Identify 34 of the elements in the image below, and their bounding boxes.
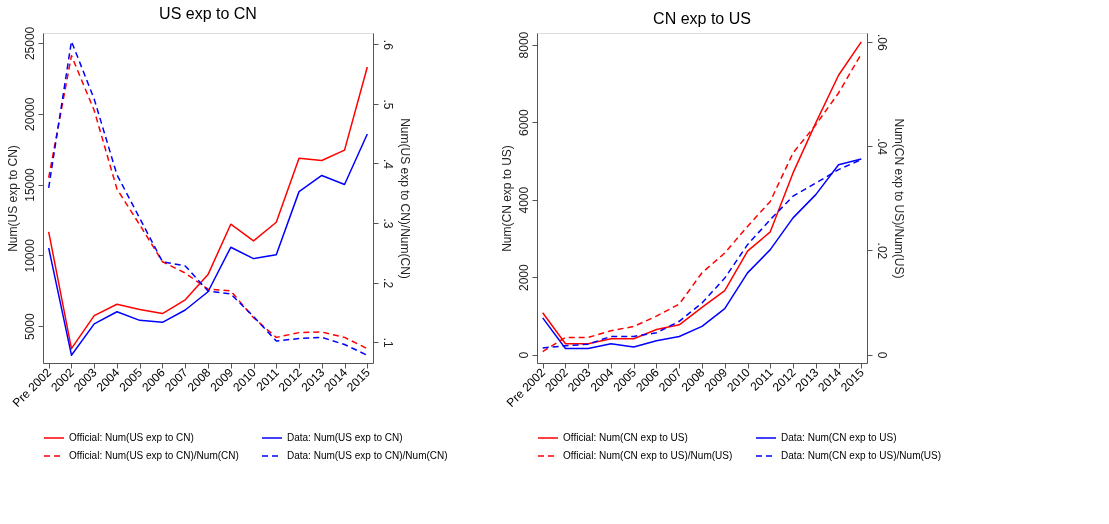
legend-label: Data: Num(CN exp to US) (781, 432, 897, 443)
y2-tick-label: 0 (874, 351, 889, 359)
y-tick-label: 8000 (516, 31, 531, 59)
y2-axis-title: Num(US exp to CN)/Num(CN) (397, 118, 412, 279)
y-tick-label: 2000 (516, 263, 531, 292)
y-tick-label: 20000 (22, 97, 37, 131)
legend-label: Data: Num(US exp to CN) (287, 432, 403, 443)
y-tick-label: 5000 (22, 313, 37, 341)
legend-label: Official: Num(CN exp to US)/Num(US) (563, 450, 733, 461)
y-tick-label: 4000 (516, 186, 531, 214)
y2-tick-label: .3 (380, 218, 395, 229)
y-tick-label: 6000 (516, 108, 531, 136)
y2-tick-label: .02 (874, 242, 889, 260)
y2-tick-label: .4 (380, 158, 395, 170)
legend-label: Data: Num(CN exp to US)/Num(US) (781, 450, 942, 461)
legend-label: Official: Num(US exp to CN)/Num(CN) (69, 450, 239, 461)
y2-tick-label: .04 (874, 138, 889, 156)
y-axis-title: Num(US exp to CN) (5, 145, 20, 252)
y-tick-label: 0 (516, 351, 531, 359)
y-axis-title: Num(CN exp to US) (499, 145, 514, 252)
y2-tick-label: .5 (380, 99, 395, 110)
y2-tick-label: .1 (380, 337, 395, 348)
y2-axis-title: Num(CN exp to US)/Num(US) (891, 118, 906, 279)
chart-title: CN exp to US (653, 10, 751, 28)
legend-label: Data: Num(US exp to CN)/Num(CN) (287, 450, 448, 461)
y-tick-label: 10000 (22, 238, 37, 273)
y-tick-label: 25000 (22, 26, 37, 61)
y-tick-label: 15000 (22, 168, 37, 202)
y2-tick-label: .6 (380, 39, 395, 51)
y2-tick-label: .06 (874, 34, 889, 52)
legend-label: Official: Num(CN exp to US) (563, 432, 688, 443)
chart-title: US exp to CN (159, 5, 257, 23)
legend-label: Official: Num(US exp to CN) (69, 432, 194, 443)
y2-tick-label: .2 (380, 278, 395, 289)
